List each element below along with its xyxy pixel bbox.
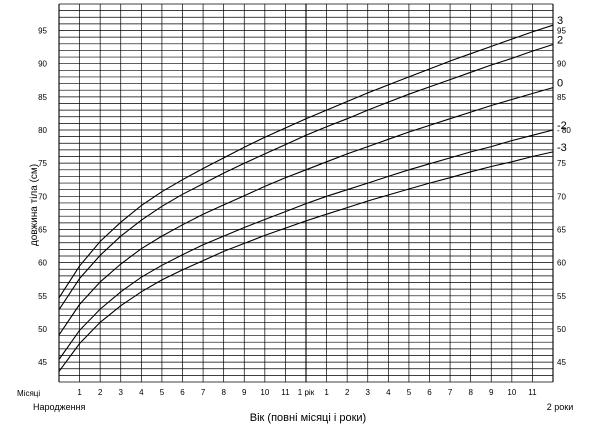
x-tick-label: 10 xyxy=(507,388,516,397)
series-label--2: -2 xyxy=(557,120,567,132)
y-tick-label: 50 xyxy=(38,325,47,334)
x-tick-label: 3 xyxy=(366,388,371,397)
y-tick-label-right: 90 xyxy=(557,60,566,69)
y-tick-label-right: 70 xyxy=(557,192,566,201)
x-tick-label: 9 xyxy=(489,388,494,397)
series-label--3: -3 xyxy=(557,142,567,154)
y-tick-label: 80 xyxy=(38,126,47,135)
x-tick-label: 11 xyxy=(528,388,537,397)
x-tick-label: 11 xyxy=(281,388,290,397)
x-end-label: 2 роки xyxy=(547,402,573,412)
x-tick-label: 4 xyxy=(139,388,144,397)
x-tick-label: 1 xyxy=(77,388,82,397)
series-line--2 xyxy=(58,129,554,360)
series-label-0: 0 xyxy=(557,78,563,90)
x-start-label: Народження xyxy=(33,402,86,412)
grid-layer xyxy=(58,3,554,383)
x-tick-label: 4 xyxy=(386,388,391,397)
x-tick-label: 6 xyxy=(180,388,185,397)
x-tick-label: 5 xyxy=(160,388,165,397)
x-axis-label: Вік (повні місяці і роки) xyxy=(250,412,366,424)
y-tick-label-right: 65 xyxy=(557,225,566,234)
y-tick-label-right: 45 xyxy=(557,358,566,367)
y-tick-label-right: 75 xyxy=(557,159,566,168)
y-axis-label: довжина тіла (см) xyxy=(29,164,40,246)
series-label-3: 3 xyxy=(557,15,563,27)
series-label-2: 2 xyxy=(557,34,563,46)
series-layer xyxy=(58,24,554,372)
y-tick-label: 65 xyxy=(38,225,47,234)
x-tick-label: 9 xyxy=(242,388,247,397)
x-tick-label: 3 xyxy=(119,388,124,397)
y-tick-label: 70 xyxy=(38,192,47,201)
x-tick-label: 7 xyxy=(201,388,206,397)
y-tick-label: 95 xyxy=(38,27,47,36)
x-tick-label: 2 xyxy=(345,388,350,397)
y-tick-label-right: 95 xyxy=(557,27,566,36)
x-tick-label: 2 xyxy=(98,388,103,397)
series-line-0 xyxy=(58,87,554,336)
x-tick-label: 6 xyxy=(427,388,432,397)
x-tick-label: 8 xyxy=(221,388,226,397)
series-line-2 xyxy=(58,43,554,311)
y-tick-label-right: 60 xyxy=(557,259,566,268)
y-tick-label: 90 xyxy=(38,60,47,69)
y-tick-label: 85 xyxy=(38,93,47,102)
y-tick-label: 45 xyxy=(38,358,47,367)
y-tick-label-right: 50 xyxy=(557,325,566,334)
y-tick-label: 75 xyxy=(38,159,47,168)
series-line-3 xyxy=(58,24,554,299)
months-row-label: Місяці xyxy=(17,389,40,398)
y-tick-label-right: 55 xyxy=(557,292,566,301)
y-tick-label-right: - 80 xyxy=(557,126,571,135)
y-tick-label: 60 xyxy=(38,259,47,268)
y-tick-label: 55 xyxy=(38,292,47,301)
x-tick-label: 8 xyxy=(468,388,473,397)
x-tick-label: 7 xyxy=(448,388,453,397)
x-tick-label: 10 xyxy=(260,388,269,397)
series-line--3 xyxy=(58,151,554,372)
x-tick-label: 1 рік xyxy=(298,388,315,397)
x-tick-label: 1 xyxy=(324,388,329,397)
x-tick-label: 5 xyxy=(407,388,412,397)
y-tick-label-right: 85 xyxy=(557,93,566,102)
